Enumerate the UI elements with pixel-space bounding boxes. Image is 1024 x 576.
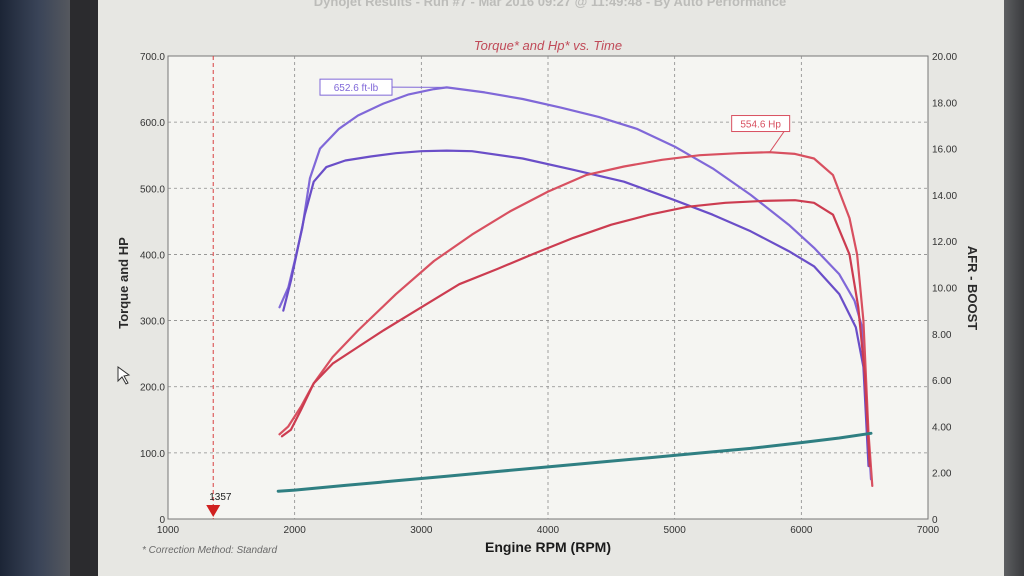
x-axis-label: Engine RPM (RPM) <box>485 539 611 555</box>
x-tick-label: 4000 <box>537 525 560 536</box>
rpm-marker-label: 1357 <box>209 492 232 503</box>
left-tick-label: 500.0 <box>140 184 165 195</box>
x-tick-label: 3000 <box>410 525 433 536</box>
series-line-3 <box>278 151 874 487</box>
right-tick-label: 2.00 <box>932 469 952 480</box>
left-tick-labels: 0 100.0 200.0 300.0 400.0 500.0 600.0 700.0 <box>140 52 165 526</box>
right-tick-label: 20.00 <box>932 52 957 63</box>
chart-title: Torque* and Hp* vs. Time <box>474 38 622 53</box>
annotation-box <box>319 78 393 96</box>
left-tick-label: 100.0 <box>140 449 165 460</box>
annotations-group: 652.6 ft-lb 554.6 Hp <box>319 78 791 153</box>
left-axis-label: Torque and HP <box>116 237 131 329</box>
monitor-bezel-left <box>0 0 70 576</box>
right-tick-label: 8.00 <box>932 330 952 341</box>
left-tick-label: 200.0 <box>140 383 165 394</box>
annotation-box <box>731 115 791 133</box>
x-tick-label: 5000 <box>664 525 687 536</box>
series-line-2 <box>282 149 870 468</box>
x-tick-label: 6000 <box>790 525 813 536</box>
top-caption: Dynojet Results - Run #7 - Mar 2016 09:2… <box>314 0 786 9</box>
right-tick-label: 14.00 <box>932 191 957 202</box>
footnote: * Correction Method: Standard <box>142 545 278 556</box>
right-tick-label: 4.00 <box>932 422 952 433</box>
left-tick-label: 0 <box>159 515 165 526</box>
mouse-cursor-icon <box>117 366 131 385</box>
right-axis-label: AFR - BOOST <box>965 246 980 331</box>
left-tick-label: 700.0 <box>140 52 165 63</box>
series-group <box>276 86 874 493</box>
right-tick-label: 10.00 <box>932 284 957 295</box>
x-tick-label: 7000 <box>917 525 940 536</box>
right-tick-label: 16.00 <box>932 145 957 156</box>
annotation-text: 554.6 Hp <box>740 120 781 131</box>
series-line-1 <box>278 86 873 481</box>
right-tick-label: 6.00 <box>932 376 952 387</box>
left-tick-label: 400.0 <box>140 250 165 261</box>
right-tick-labels: 0 2.00 4.00 6.00 8.00 10.00 12.00 14.00 16.00 18.… <box>932 52 957 526</box>
right-tick-label: 18.00 <box>932 98 957 109</box>
grid-lines <box>168 56 928 519</box>
left-tick-label: 600.0 <box>140 118 165 129</box>
annotation-text: 652.6 ft-lb <box>334 83 379 94</box>
x-tick-labels: 1000 2000 3000 4000 5000 6000 7000 <box>157 525 940 536</box>
x-tick-label: 1000 <box>157 525 180 536</box>
x-tick-label: 2000 <box>284 525 307 536</box>
series-line-4 <box>280 199 871 468</box>
left-tick-label: 300.0 <box>140 317 165 328</box>
plot-area <box>167 55 929 520</box>
right-tick-label: 0 <box>932 515 938 526</box>
series-line-5 <box>276 431 873 493</box>
rpm-marker-triangle[interactable] <box>206 505 221 517</box>
right-tick-label: 12.00 <box>932 237 957 248</box>
